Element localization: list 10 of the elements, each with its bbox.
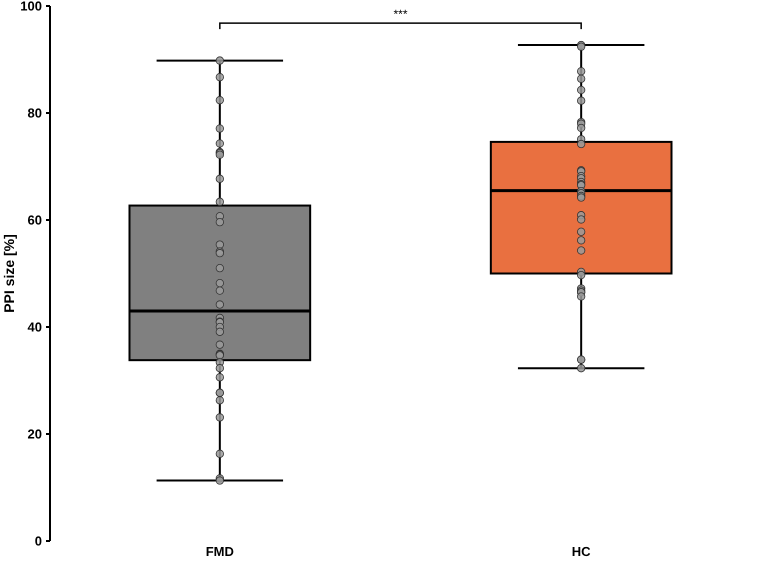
annotation: ***: [393, 7, 408, 22]
y-axis-title: PPI size [%]: [1, 234, 17, 313]
y-tick-label: 60: [28, 212, 42, 228]
x-tick-label: FMD: [206, 544, 234, 559]
x-tick-label: HC: [572, 544, 592, 559]
y-tick-label: 80: [28, 106, 42, 121]
y-tick-label: 0: [34, 534, 42, 549]
y-tick-label: 20: [28, 426, 42, 442]
y-tick-label: 40: [28, 320, 42, 335]
y-tick-label: 100: [20, 0, 42, 14]
